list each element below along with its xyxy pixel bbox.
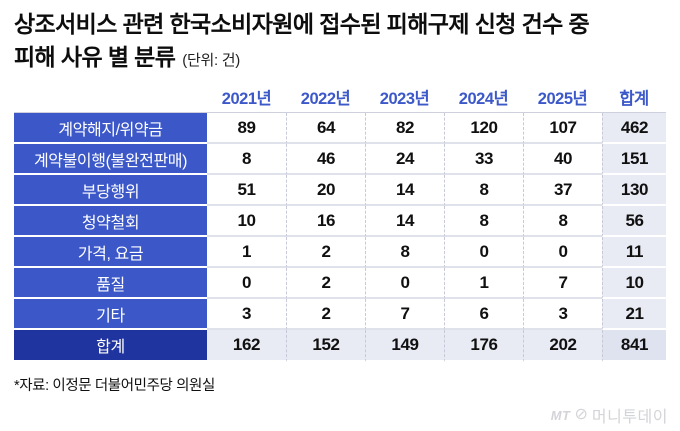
- cell-value: 8: [207, 144, 286, 175]
- cell-value: 3: [523, 299, 602, 330]
- cell-value: 51: [207, 175, 286, 206]
- cell-value: 6: [444, 299, 523, 330]
- title-line-2-text: 피해 사유 별 분류: [14, 44, 176, 70]
- cell-value: 64: [286, 113, 365, 144]
- cell-value: 1: [444, 268, 523, 299]
- row-label: 부당행위: [14, 175, 207, 206]
- row-total: 10: [602, 268, 666, 299]
- cell-value: 2: [286, 299, 365, 330]
- moneytoday-logo: MT ⊘ 머니투데이: [551, 403, 668, 427]
- table-body: 계약해지/위약금 89 64 82 120 107 462 계약불이행(불완전판…: [14, 113, 666, 362]
- cell-value: 0: [523, 237, 602, 268]
- totals-cell: 149: [365, 330, 444, 362]
- cell-value: 2: [286, 237, 365, 268]
- table-row: 가격, 요금 1 2 8 0 0 11: [14, 237, 666, 268]
- cell-value: 107: [523, 113, 602, 144]
- totals-cell: 176: [444, 330, 523, 362]
- table-row: 청약철회 10 16 14 8 8 56: [14, 206, 666, 237]
- col-header-2023: 2023년: [365, 84, 444, 113]
- row-total: 462: [602, 113, 666, 144]
- cell-value: 40: [523, 144, 602, 175]
- cell-value: 20: [286, 175, 365, 206]
- page-title: 상조서비스 관련 한국소비자원에 접수된 피해구제 신청 건수 중 피해 사유 …: [14, 8, 674, 77]
- cell-value: 33: [444, 144, 523, 175]
- cell-value: 2: [286, 268, 365, 299]
- cell-value: 89: [207, 113, 286, 144]
- totals-cell: 202: [523, 330, 602, 362]
- cell-value: 10: [207, 206, 286, 237]
- moneytoday-mark-icon: ⊘: [574, 406, 588, 423]
- table-row: 계약해지/위약금 89 64 82 120 107 462: [14, 113, 666, 144]
- row-total: 151: [602, 144, 666, 175]
- row-total: 56: [602, 206, 666, 237]
- cell-value: 8: [523, 206, 602, 237]
- cell-value: 8: [365, 237, 444, 268]
- cell-value: 0: [365, 268, 444, 299]
- col-header-2021: 2021년: [207, 84, 286, 113]
- col-header-2025: 2025년: [523, 84, 602, 113]
- cell-value: 0: [207, 268, 286, 299]
- cell-value: 37: [523, 175, 602, 206]
- cell-value: 120: [444, 113, 523, 144]
- row-label: 기타: [14, 299, 207, 330]
- totals-cell: 162: [207, 330, 286, 362]
- table-row: 계약불이행(불완전판매) 8 46 24 33 40 151: [14, 144, 666, 175]
- totals-cell: 152: [286, 330, 365, 362]
- logo-mt-text: MT: [550, 407, 571, 423]
- row-label: 계약불이행(불완전판매): [14, 144, 207, 175]
- row-label: 청약철회: [14, 206, 207, 237]
- row-label: 품질: [14, 268, 207, 299]
- header-row: 2021년 2022년 2023년 2024년 2025년 합계: [14, 84, 666, 113]
- unit-label: (단위: 건): [182, 52, 240, 69]
- cell-value: 0: [444, 237, 523, 268]
- cell-value: 8: [444, 206, 523, 237]
- cell-value: 46: [286, 144, 365, 175]
- table-row: 기타 3 2 7 6 3 21: [14, 299, 666, 330]
- totals-row: 합계 162 152 149 176 202 841: [14, 330, 666, 362]
- table-row: 품질 0 2 0 1 7 10: [14, 268, 666, 299]
- table-header: 2021년 2022년 2023년 2024년 2025년 합계: [14, 84, 666, 113]
- row-total: 21: [602, 299, 666, 330]
- table-row: 부당행위 51 20 14 8 37 130: [14, 175, 666, 206]
- cell-value: 1: [207, 237, 286, 268]
- col-header-total: 합계: [602, 84, 666, 113]
- damage-claims-table: 2021년 2022년 2023년 2024년 2025년 합계 계약해지/위약…: [14, 84, 666, 362]
- row-total: 130: [602, 175, 666, 206]
- logo-name-text: 머니투데이: [591, 409, 668, 426]
- title-line-1: 상조서비스 관련 한국소비자원에 접수된 피해구제 신청 건수 중: [14, 11, 590, 37]
- cell-value: 24: [365, 144, 444, 175]
- cell-value: 82: [365, 113, 444, 144]
- source-note: *자료: 이정문 더불어민주당 의원실: [14, 378, 215, 394]
- cell-value: 7: [365, 299, 444, 330]
- grand-total-cell: 841: [602, 330, 666, 362]
- totals-row-label: 합계: [14, 330, 207, 362]
- cell-value: 7: [523, 268, 602, 299]
- cell-value: 14: [365, 175, 444, 206]
- col-header-2022: 2022년: [286, 84, 365, 113]
- cell-value: 14: [365, 206, 444, 237]
- cell-value: 8: [444, 175, 523, 206]
- col-header-2024: 2024년: [444, 84, 523, 113]
- row-total: 11: [602, 237, 666, 268]
- cell-value: 3: [207, 299, 286, 330]
- title-line-2: 피해 사유 별 분류 (단위: 건): [14, 41, 674, 77]
- cell-value: 16: [286, 206, 365, 237]
- row-label: 가격, 요금: [14, 237, 207, 268]
- corner-cell: [14, 84, 207, 113]
- row-label: 계약해지/위약금: [14, 113, 207, 144]
